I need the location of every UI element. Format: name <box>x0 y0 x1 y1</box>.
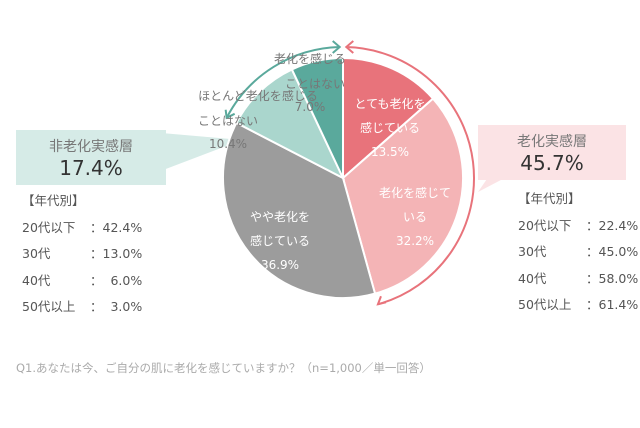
age-label: 20代以下 <box>22 219 76 235</box>
aging-callout: 老化実感層 45.7% <box>478 125 626 180</box>
slice-label: 感じている <box>250 233 310 248</box>
age-value: ： 3.0% <box>90 299 143 314</box>
slice-label: やや老化を <box>250 210 310 224</box>
pie-slice <box>235 68 346 181</box>
aging-arrowhead <box>376 295 387 306</box>
age-row: 40代 ： 6.0% <box>22 268 142 295</box>
age-value: ：58.0% <box>586 270 639 286</box>
slice-label: いる <box>403 210 427 224</box>
slice-value-label: 32.2% <box>396 234 434 248</box>
aging-title: 老化実感層 <box>517 134 587 150</box>
age-label: 40代 <box>22 272 51 288</box>
age-value: ：61.4% <box>586 297 639 312</box>
non-aging-title: 非老化実感層 <box>49 139 133 155</box>
slice-label: 老化を感じて <box>379 185 451 200</box>
non-aging-age-breakdown: 【年代別】 20代以下 ：42.4% 30代 ：13.0% 40代 ： 6.0% 50代以上… <box>22 188 142 321</box>
slice-value-label: 10.4% <box>209 137 247 151</box>
age-heading: 【年代別】 <box>22 193 85 208</box>
non-aging-arrowhead <box>224 109 236 120</box>
age-value: ： 6.0% <box>90 272 143 288</box>
slice-value-label: 7.0% <box>295 100 326 114</box>
non-aging-value: 17.4% <box>59 156 123 180</box>
age-row: 20代以下 ：22.4% <box>518 213 638 240</box>
slice-label: ことはない <box>198 114 258 128</box>
aging-age-breakdown: 【年代別】 20代以下 ：22.4% 30代 ：45.0% 40代 ：58.0% 50代以上… <box>518 186 638 319</box>
aging-arrowhead <box>344 40 354 54</box>
slice-value-label: 13.5% <box>371 145 409 159</box>
age-row: 30代 ：45.0% <box>518 239 638 266</box>
aging-value: 45.7% <box>520 151 584 175</box>
age-label: 50代以上 <box>22 299 76 314</box>
aging-arrow <box>346 46 475 306</box>
age-value: ：42.4% <box>90 219 143 235</box>
age-label: 30代 <box>518 244 547 259</box>
age-row: 50代以上 ： 3.0% <box>22 294 142 321</box>
slice-label: ことはない <box>285 77 345 91</box>
slice-label: 感じている <box>360 120 420 135</box>
slice-label: とても老化を <box>354 97 425 111</box>
slice-value-label: 36.9% <box>261 258 299 272</box>
age-value: ：13.0% <box>90 246 143 261</box>
age-row: 30代 ：13.0% <box>22 241 142 268</box>
non-aging-callout-tail <box>150 132 242 175</box>
slice-label: 老化を感じる <box>274 51 346 66</box>
age-value: ：22.4% <box>586 217 639 233</box>
age-row: 50代以上 ：61.4% <box>518 292 638 319</box>
age-row: 40代 ：58.0% <box>518 266 638 293</box>
age-label: 50代以上 <box>518 297 572 312</box>
pie-slice <box>341 97 464 295</box>
age-value: ：45.0% <box>586 244 639 259</box>
age-label: 40代 <box>518 270 547 286</box>
age-label: 30代 <box>22 246 51 261</box>
question-text: Q1.あなたは今、ご自分の肌に老化を感じていますか？（n=1,000／単一回答） <box>16 361 431 375</box>
age-row: 20代以下 ：42.4% <box>22 215 142 242</box>
pie-slice <box>290 56 344 179</box>
non-aging-arrowhead <box>332 40 342 54</box>
slice-label: ほとんど老化を感じる <box>198 88 318 103</box>
age-label: 20代以下 <box>518 217 572 233</box>
age-heading: 【年代別】 <box>518 191 581 206</box>
pie-slice <box>222 121 377 299</box>
pie-slice <box>342 56 435 181</box>
non-aging-arrow <box>225 46 340 119</box>
non-aging-callout: 非老化実感層 17.4% <box>16 130 166 185</box>
